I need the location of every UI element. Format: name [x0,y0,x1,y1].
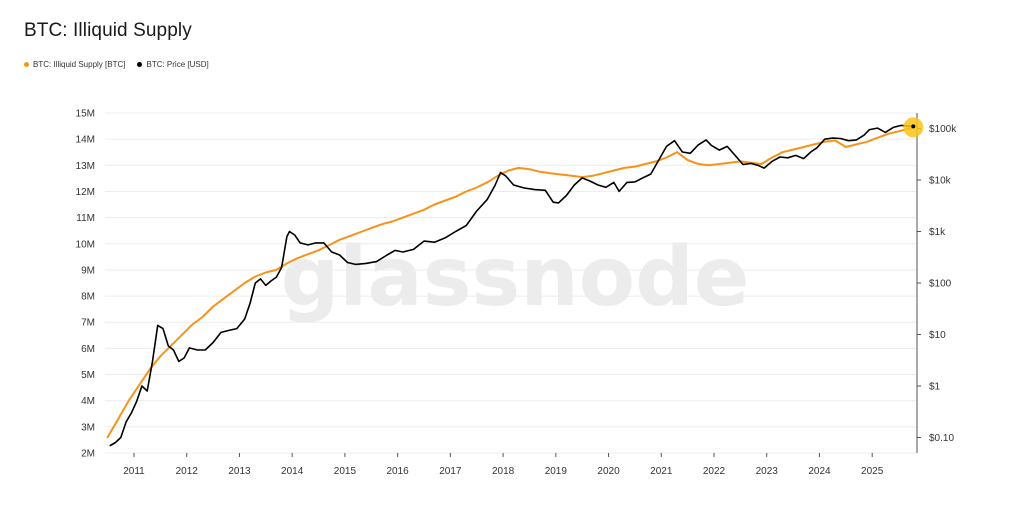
x-tick-label: 2017 [439,466,462,477]
y-left-tick-label: 5M [81,370,95,381]
chart-title: BTC: Illiquid Supply [24,20,192,41]
x-tick-label: 2022 [703,466,726,477]
legend-dot-orange [24,62,29,67]
x-tick-label: 2015 [334,466,357,477]
y-left-tick-label: 10M [76,239,95,250]
x-tick-label: 2021 [650,466,673,477]
legend-label-illiquid-supply: BTC: Illiquid Supply [BTC] [33,60,126,69]
y-right-tick-label: $100 [929,279,952,290]
y-left-tick-label: 11M [76,213,95,224]
y-right-tick-label: $10k [929,176,952,187]
legend-label-price: BTC: Price [USD] [146,60,209,69]
y-left-tick-label: 13M [76,161,95,172]
y-left-tick-label: 4M [81,396,95,407]
last-price-point [911,124,916,129]
y-right-tick-label: $10 [929,330,946,341]
x-tick-label: 2016 [387,466,410,477]
y-left-tick-label: 8M [81,292,95,303]
legend: BTC: Illiquid Supply [BTC] BTC: Price [U… [24,60,209,69]
x-tick-label: 2024 [808,466,831,477]
x-tick-label: 2025 [861,466,884,477]
y-left-tick-label: 2M [81,449,95,460]
x-tick-label: 2018 [492,466,515,477]
series-line-price [109,124,915,447]
y-right-tick-label: $1k [929,227,946,238]
legend-item-price[interactable]: BTC: Price [USD] [137,60,209,69]
grid-lines [105,112,917,454]
y-left-tick-label: 6M [81,344,95,355]
series-line-illiquid-supply [106,126,915,439]
x-tick-label: 2014 [281,466,304,477]
x-tick-label: 2011 [123,466,145,477]
y-left-tick-label: 15M [76,109,95,120]
y-left-tick-label: 7M [81,318,95,329]
legend-dot-black [137,62,143,67]
x-tick-label: 2019 [545,466,568,477]
y-left-tick-label: 14M [76,135,95,146]
current-value-marker [903,117,924,138]
x-tick-label: 2023 [756,466,779,477]
x-tick-label: 2020 [597,466,620,477]
y-right-tick-label: $0.10 [929,433,954,444]
y-right-tick-label: $1 [929,381,941,392]
y-left-tick-label: 9M [81,265,95,276]
x-tick-label: 2012 [176,466,199,477]
y-left-tick-label: 3M [81,422,95,433]
x-tick-label: 2013 [228,466,251,477]
watermark-text: glassnode [281,230,750,325]
y-right-tick-label: $100k [929,124,957,135]
series-lines [106,124,915,447]
legend-item-illiquid-supply[interactable]: BTC: Illiquid Supply [BTC] [24,60,125,69]
y-left-tick-label: 12M [76,187,95,198]
axes: 2M 3M 4M 5M 6M 7M 8M 9M 10M 11M 12M 13M 14M 15M $0.10 $… [76,109,958,478]
